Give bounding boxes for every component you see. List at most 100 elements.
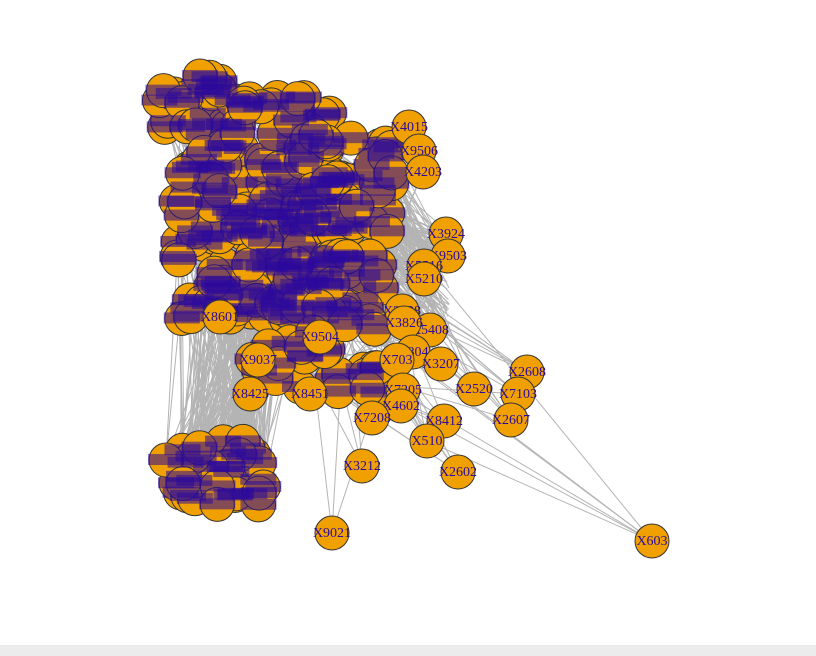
cluster-label-ink [328, 265, 365, 277]
cluster-label-ink [367, 150, 404, 162]
cluster-label-ink [369, 207, 406, 219]
nodes: X4015X9506X4203X3924X9503X5516X5210X5408… [141, 58, 670, 559]
cluster-label-ink [175, 450, 212, 462]
node-label: X8425 [231, 387, 269, 402]
cluster-label-ink [326, 193, 363, 205]
node [292, 376, 328, 412]
cluster-label-ink [224, 214, 261, 226]
cluster-label-ink [181, 441, 218, 453]
cluster-label-ink [149, 115, 186, 127]
cluster-label-ink [167, 456, 204, 468]
cluster-label-ink [256, 127, 293, 139]
cluster-label-ink [309, 175, 346, 187]
cluster-label-ink [221, 448, 258, 460]
node-label: X4203 [404, 165, 442, 180]
cluster-label-ink [221, 205, 258, 217]
node-label: X2608 [508, 365, 546, 380]
node [409, 423, 445, 459]
cluster-label-ink [275, 178, 312, 190]
cluster-label-ink [219, 126, 256, 138]
cluster-label-ink [247, 309, 284, 321]
cluster-label-ink [201, 230, 238, 242]
cluster-label-ink [240, 498, 277, 510]
cluster-label-ink [188, 160, 225, 172]
edge [378, 392, 653, 542]
cluster-label-ink [238, 227, 275, 239]
cluster-label-ink [220, 119, 257, 131]
cluster-label-ink [326, 300, 363, 312]
cluster-label-ink [164, 96, 201, 108]
cluster-label-ink [206, 159, 243, 171]
cluster-label-ink [206, 258, 243, 270]
cluster-label-ink [295, 183, 332, 195]
cluster-label-ink [230, 259, 267, 271]
node [302, 319, 338, 355]
cluster-label-ink [189, 107, 226, 119]
cluster-label-ink [259, 91, 296, 103]
cluster-label-ink [185, 146, 222, 158]
cluster-label-ink [289, 225, 326, 237]
node [440, 454, 476, 490]
cluster-label-ink [260, 357, 297, 369]
cluster-label-ink [283, 142, 320, 154]
cluster-label-ink [205, 435, 242, 447]
cluster-label-ink [301, 300, 338, 312]
cluster-label-ink [256, 248, 293, 260]
cluster-label-ink [250, 339, 287, 351]
cluster-label-ink [358, 269, 395, 281]
cluster-label-ink [199, 498, 236, 510]
node-label: X2607 [492, 413, 530, 428]
cluster-label-ink [196, 275, 233, 287]
node-label: X9021 [313, 526, 351, 541]
cluster-label-ink [193, 460, 230, 472]
cluster-label-ink [373, 177, 410, 189]
cluster-label-ink [335, 216, 372, 228]
cluster-label-ink [260, 301, 297, 313]
cluster-label-ink [353, 158, 390, 170]
cluster-label-ink [351, 314, 388, 326]
scroll-bar [0, 645, 816, 656]
cluster-label-ink [177, 225, 214, 237]
cluster-label-ink [269, 230, 306, 242]
node [456, 371, 492, 407]
cluster-label-ink [326, 318, 363, 330]
cluster-label-ink [356, 323, 393, 335]
cluster-label-ink [260, 162, 297, 174]
cluster-label-ink [303, 312, 340, 324]
cluster-label-ink [172, 310, 209, 322]
cluster-label-ink [245, 481, 282, 493]
cluster-label-ink [369, 225, 406, 237]
node [202, 299, 238, 335]
cluster-label-ink [347, 369, 384, 381]
node-label: X2520 [455, 382, 493, 397]
cluster-label-ink [308, 144, 345, 156]
cluster-label-ink [196, 267, 233, 279]
cluster-label-ink [201, 184, 238, 196]
cluster-label-ink [347, 302, 384, 314]
cluster-label-ink [145, 84, 182, 96]
node [240, 342, 276, 378]
cluster-label-ink [361, 259, 398, 271]
cluster-label-ink [141, 94, 178, 106]
cluster-label-ink [201, 282, 238, 294]
cluster-label-ink [220, 221, 257, 233]
node [423, 346, 459, 382]
cluster-label-ink [185, 128, 222, 140]
cluster-label-ink [252, 209, 289, 221]
cluster-label-ink [176, 492, 213, 504]
node-label: X8451 [291, 387, 329, 402]
cluster-label-ink [227, 101, 264, 113]
cluster-label-ink [297, 129, 334, 141]
edge [379, 264, 528, 373]
cluster-label-ink [165, 477, 202, 489]
node-label: X4602 [382, 399, 420, 414]
cluster-label-ink [273, 114, 310, 126]
node-label: X703 [381, 353, 412, 368]
cluster-label-ink [175, 234, 212, 246]
cluster-label-ink [193, 173, 230, 185]
node-label: X3826 [385, 316, 423, 331]
node-label: X603 [636, 534, 667, 549]
cluster-label-ink [351, 250, 388, 262]
cluster-label-ink [373, 141, 410, 153]
